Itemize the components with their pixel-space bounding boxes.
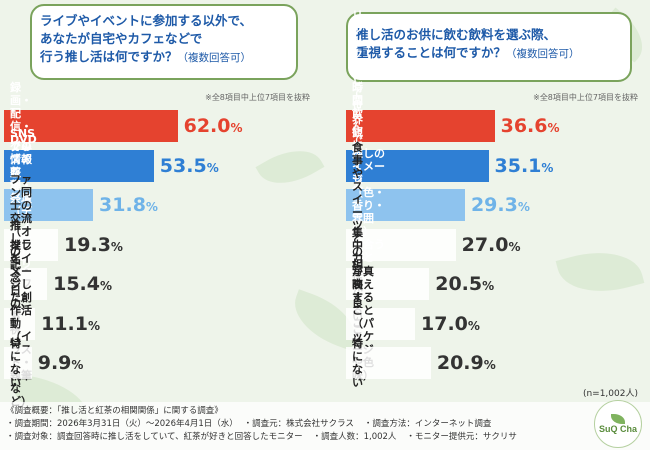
bar <box>4 149 154 182</box>
bar-label: 特にない <box>10 337 21 389</box>
subset-note: ※全8項目中上位7項目を抜粋 <box>205 93 310 102</box>
survey-org: ・調査元：株式会社サクラス <box>243 419 354 429</box>
survey-period: ・調査期間：2026年3月31日（火）〜2026年4月1日（水） <box>6 419 234 429</box>
bar <box>4 307 36 340</box>
percent-unit: % <box>517 200 530 214</box>
bar <box>4 268 48 300</box>
percent-unit: % <box>110 239 123 254</box>
chart-right-panel: 推し活のお供に飲む飲料を選ぶ際、 重視することは何ですか？（複数回答可） ※全8… <box>328 0 650 400</box>
bar <box>346 149 489 182</box>
bar <box>346 228 456 261</box>
bar-value-label: 31.8% <box>99 194 158 216</box>
sample-size-note: (n=1,002人) <box>582 389 638 399</box>
logo-text: SuQ Cha <box>598 424 637 434</box>
question-title: 推し活のお供に飲む飲料を選ぶ際、 重視することは何ですか？ <box>356 27 557 60</box>
subset-note: ※全8項目中上位7項目を抜粋 <box>533 93 638 102</box>
percent-unit: % <box>100 279 113 293</box>
bar-label: 推しをイメージした創作活動 （イラスト・執筆など） <box>10 239 32 408</box>
footer-line-2: ・調査期間：2026年3月31日（火）〜2026年4月1日（水） ・調査元：株式会… <box>6 418 501 430</box>
bar-value-label: 15.4% <box>53 273 113 295</box>
footer-line-3: ・調査対象：調査回答時に推し活をしていて、紅茶が好きと回答したモニター ・調査人数… <box>6 431 527 443</box>
bar <box>346 307 416 340</box>
percent-unit: % <box>482 279 495 293</box>
percent-unit: % <box>547 121 560 135</box>
bar-value-label: 11.1% <box>41 312 100 335</box>
bar-value-label: 36.6% <box>500 115 560 137</box>
percent-unit: % <box>71 358 84 372</box>
percent-unit: % <box>87 318 100 333</box>
brand-logo: SuQ Cha <box>594 400 642 448</box>
chart-left-panel: ライブやイベントに参加する以外で、 あなたが自宅やカフェなどで 行う推し活は何で… <box>0 0 322 408</box>
survey-count: ・調査人数：1,002人 <box>312 432 397 442</box>
survey-target: ・調査対象：調査回答時に推し活をしていて、紅茶が好きと回答したモニター <box>6 432 303 442</box>
footer-heading: 《調査概要：「推し活と紅茶の相関関係」に関する調査》 <box>6 406 223 416</box>
percent-unit: % <box>541 160 554 175</box>
bar-value-label: 17.0% <box>421 312 480 335</box>
percent-unit: % <box>467 318 480 333</box>
bar-value-label: 62.0% <box>183 115 243 137</box>
percent-unit: % <box>508 239 521 254</box>
percent-unit: % <box>145 200 158 214</box>
question-note: （複数回答可） <box>506 48 580 60</box>
bar <box>346 189 465 221</box>
question-box: 推し活のお供に飲む飲料を選ぶ際、 重視することは何ですか？（複数回答可） <box>346 12 632 82</box>
survey-footer: 《調査概要：「推し活と紅茶の相関関係」に関する調査》 ・調査期間：2026年3月… <box>0 402 650 450</box>
question-note: （複数回答可） <box>177 52 252 64</box>
bar <box>4 110 178 142</box>
survey-method: ・調査方法：インターネット調査 <box>363 419 492 429</box>
bar-value-label: 19.3% <box>64 233 123 256</box>
percent-unit: % <box>206 160 219 175</box>
bar <box>4 228 59 261</box>
percent-unit: % <box>483 358 496 372</box>
bar <box>346 268 430 300</box>
percent-unit: % <box>230 121 243 135</box>
bar-value-label: 27.0% <box>461 233 521 256</box>
bar-value-label: 29.3% <box>470 194 530 216</box>
bar <box>346 110 495 142</box>
bar-value-label: 9.9% <box>37 352 84 374</box>
bar-value-label: 20.5% <box>435 273 495 295</box>
bar-value-label: 53.5% <box>159 154 219 177</box>
bar-value-label: 35.1% <box>494 154 554 177</box>
question-title: ライブやイベントに参加する以外で、 あなたが自宅やカフェなどで 行う推し活は何で… <box>40 13 253 64</box>
bar-label: 特にない <box>352 337 363 389</box>
bar <box>4 189 94 221</box>
bar-value-label: 20.9% <box>436 352 496 374</box>
bar <box>4 347 32 379</box>
bar-label: 写真映えすること （パッケージや色味） <box>352 265 374 382</box>
leaf-icon <box>611 414 625 424</box>
bar <box>346 347 431 379</box>
question-box: ライブやイベントに参加する以外で、 あなたが自宅やカフェなどで 行う推し活は何で… <box>30 4 298 80</box>
survey-provider: ・モニター提供元：サクリサ <box>406 432 517 442</box>
